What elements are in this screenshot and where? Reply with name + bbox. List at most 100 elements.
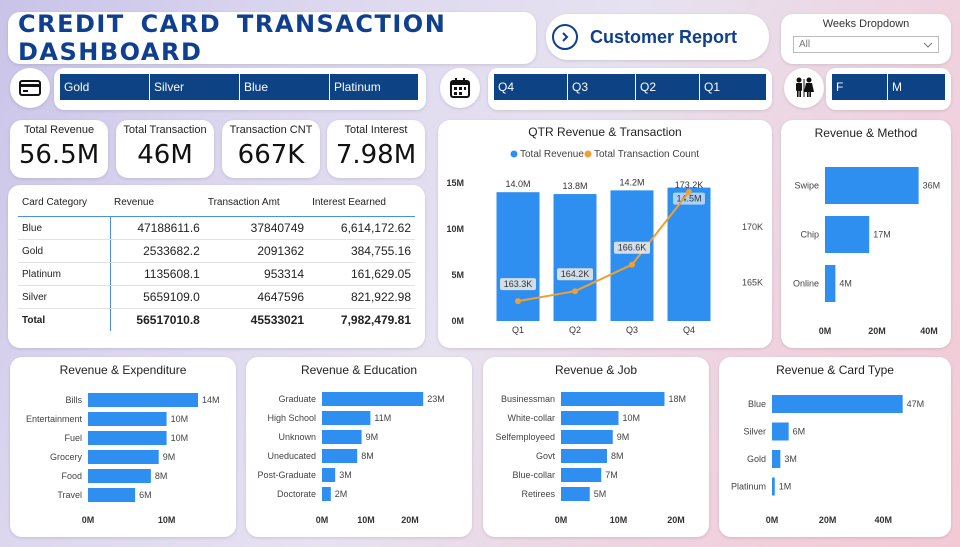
slicer-item-silver[interactable]: Silver xyxy=(150,74,240,100)
category-label: Post-Graduate xyxy=(257,470,316,480)
data-label: 3M xyxy=(784,454,797,464)
category-label: Govt xyxy=(536,451,556,461)
revenue-cardtype-chart: Revenue & Card Type Blue 47M Silver 6M Gold 3M… xyxy=(731,363,925,525)
weeks-dropdown[interactable]: All xyxy=(793,36,939,53)
table-cell: 953314 xyxy=(203,262,309,286)
bar xyxy=(825,216,870,253)
bar xyxy=(322,430,362,444)
slicer-item-platinum[interactable]: Platinum xyxy=(330,74,418,100)
table-cell: Silver xyxy=(18,285,111,309)
customer-report-button[interactable]: Customer Report xyxy=(546,14,769,60)
table-cell: 821,922.98 xyxy=(308,285,415,309)
kpi-label: Total Revenue xyxy=(23,124,95,136)
table-cell: 4647596 xyxy=(203,285,309,309)
tick-label: 170K xyxy=(742,222,763,232)
tick-label: 165K xyxy=(742,277,763,287)
data-label: 164.2K xyxy=(561,269,590,279)
bar xyxy=(610,190,654,321)
data-label: 10M xyxy=(171,433,189,443)
slicer-item-q1[interactable]: Q1 xyxy=(700,74,766,100)
table-cell: 1135608.1 xyxy=(110,262,204,286)
tick-label: 20M xyxy=(868,326,886,336)
data-label: 4M xyxy=(839,279,852,289)
column-header[interactable]: Card Category xyxy=(18,195,110,217)
method-chart-card: Revenue & Method Swipe 36M Chip 17M Online 4M 0… xyxy=(781,120,951,348)
data-label: 14.2M xyxy=(619,177,644,187)
category-label: White-collar xyxy=(507,413,555,423)
column-header[interactable]: Interest Eearned xyxy=(308,195,415,217)
data-label: 47M xyxy=(907,399,925,409)
data-label: 5M xyxy=(594,489,607,499)
series-line xyxy=(517,191,690,303)
slicer-item-gold[interactable]: Gold xyxy=(60,74,150,100)
revenue-job-chart: Revenue & Job Businessman 18M White-collar 1… xyxy=(495,363,686,525)
line-point xyxy=(515,298,521,305)
data-label: 6M xyxy=(793,427,806,437)
title-card: CREDIT CARD TRANSACTION DASHBOARD xyxy=(8,10,536,66)
weeks-dropdown-label: Weeks Dropdown xyxy=(822,18,910,30)
category-label: Grocery xyxy=(50,452,83,462)
bar xyxy=(88,469,151,483)
qtr-revenue-transaction-chart: QTR Revenue & Transaction Total Revenue To… xyxy=(446,125,763,335)
bar xyxy=(88,431,167,445)
data-label: 14.0M xyxy=(505,179,530,189)
table-cell: 2091362 xyxy=(203,239,309,263)
category-label: Silver xyxy=(743,427,766,437)
cardtype-chart-card: Revenue & Card Type Blue 47M Silver 6M Gold 3M… xyxy=(719,357,951,537)
data-label: 10M xyxy=(623,413,641,423)
category-label: Uneducated xyxy=(267,451,316,461)
category-label: Travel xyxy=(57,490,82,500)
category-label: High School xyxy=(267,413,316,423)
data-label: 36M xyxy=(923,181,941,191)
chevron-down-icon xyxy=(923,42,933,48)
tick-label: 20M xyxy=(401,515,419,525)
category-label: Food xyxy=(61,471,82,481)
table-cell: 6,614,172.62 xyxy=(308,216,415,240)
kpi-total-interest: Total Interest 7.98M xyxy=(327,120,425,178)
slicer-item-female[interactable]: F xyxy=(832,74,888,100)
chart-title: Revenue & Job xyxy=(555,363,637,377)
data-label-bg xyxy=(500,278,536,291)
data-label: 173.2K xyxy=(675,180,704,190)
tick-label: 10M xyxy=(446,224,464,234)
data-label: 163.3K xyxy=(504,279,533,289)
kpi-value: 7.98M xyxy=(335,140,417,170)
bar xyxy=(88,412,167,426)
category-label: Businessman xyxy=(501,394,555,404)
bar xyxy=(825,265,836,302)
category-label: Swipe xyxy=(794,181,819,191)
column-header[interactable]: Revenue xyxy=(110,195,204,217)
slicer-item-blue[interactable]: Blue xyxy=(240,74,330,100)
tick-label: 20M xyxy=(819,515,837,525)
slicer-item-q2[interactable]: Q2 xyxy=(636,74,700,100)
table-cell: Blue xyxy=(18,216,111,240)
bar xyxy=(825,167,919,204)
column-header[interactable]: Transaction Amt xyxy=(203,195,309,217)
job-chart-card: Revenue & Job Businessman 18M White-collar 1… xyxy=(483,357,709,537)
bar xyxy=(88,450,159,464)
kpi-value: 667K xyxy=(237,140,305,170)
bar xyxy=(322,392,424,406)
table-cell: Platinum xyxy=(18,262,111,286)
revenue-expenditure-chart: Revenue & Expenditure Bills 14M Entertainme… xyxy=(26,363,220,525)
table-cell: Gold xyxy=(18,239,111,263)
slicer-item-q4[interactable]: Q4 xyxy=(494,74,568,100)
bar xyxy=(772,477,775,496)
category-label: Q1 xyxy=(512,325,524,335)
tick-label: 20M xyxy=(667,515,685,525)
bar xyxy=(322,411,371,425)
bar xyxy=(88,488,136,502)
data-label: 9M xyxy=(163,452,176,462)
table-cell: 56517010.8 xyxy=(136,313,200,327)
data-table: Card Category Revenue Transaction Amt In… xyxy=(18,195,415,331)
chevron-right-icon xyxy=(552,24,578,50)
data-label: 17M xyxy=(873,230,891,240)
tick-label: 0M xyxy=(316,515,329,525)
slicer-item-male[interactable]: M xyxy=(888,74,945,100)
line-point xyxy=(629,261,635,268)
category-label: Gold xyxy=(747,454,766,464)
slicer-item-q3[interactable]: Q3 xyxy=(568,74,636,100)
tick-label: 0M xyxy=(82,515,95,525)
table-cell: 37840749 xyxy=(203,216,309,240)
quarter-slicer: Q4 Q3 Q2 Q1 xyxy=(488,68,772,110)
